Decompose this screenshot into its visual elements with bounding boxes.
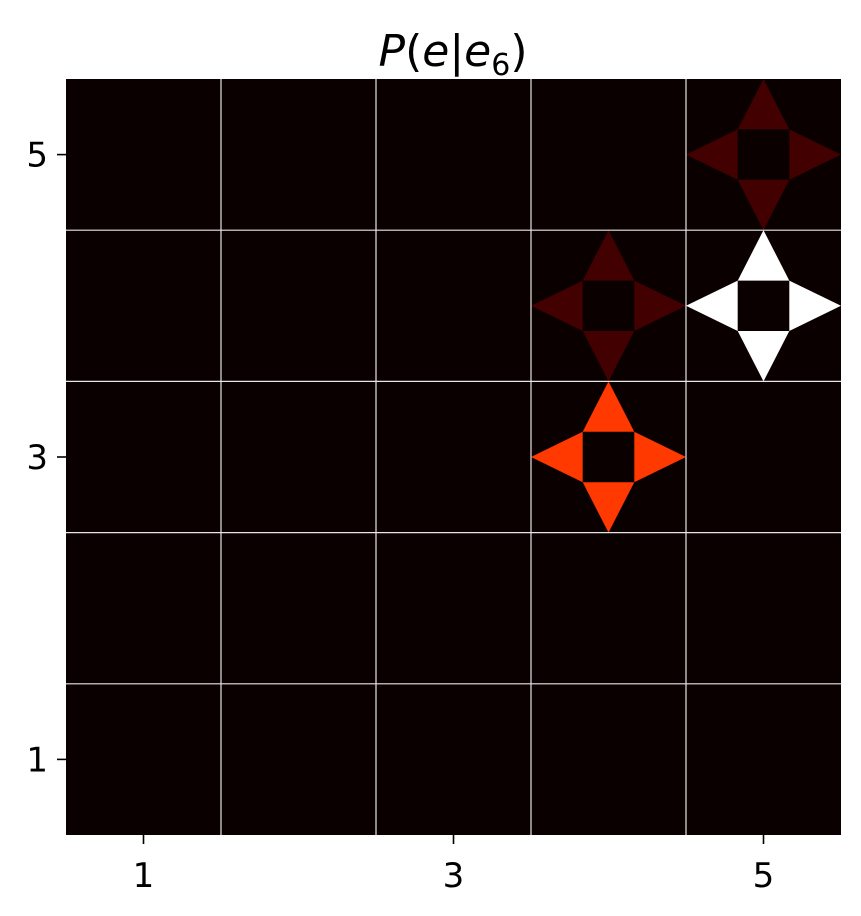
cell-4-4-left-triangle — [531, 280, 583, 331]
y-tick-label: 1 — [26, 740, 48, 780]
cell-4-4-right-triangle — [634, 280, 686, 331]
cell-markers — [531, 79, 841, 533]
cell-5-4-down-triangle — [737, 331, 790, 382]
y-tick-label: 3 — [26, 438, 48, 478]
x-tick-label: 5 — [753, 856, 775, 896]
cell-4-3-right-triangle — [634, 431, 686, 483]
axes: 1 3 5 1 3 5 — [26, 136, 774, 896]
cell-5-5-left-triangle — [686, 129, 738, 180]
x-tick-label: 3 — [443, 856, 465, 896]
cell-5-4-up-triangle — [737, 230, 790, 281]
cell-4-3-up-triangle — [582, 381, 635, 432]
y-tick-label: 5 — [26, 136, 48, 176]
plot-area — [66, 79, 841, 835]
cell-5-4-right-triangle — [789, 280, 841, 331]
cell-5-5-down-triangle — [737, 179, 790, 231]
x-tick-label: 1 — [133, 856, 155, 896]
grid-lines — [66, 79, 841, 835]
cell-4-4-down-triangle — [582, 331, 635, 382]
cell-4-3-left-triangle — [531, 431, 583, 483]
cell-5-5-right-triangle — [789, 129, 841, 180]
cell-5-4-left-triangle — [686, 280, 738, 331]
cell-5-5-up-triangle — [737, 79, 790, 130]
cell-4-3-down-triangle — [582, 482, 635, 533]
cell-4-4-up-triangle — [582, 230, 635, 281]
chart-title: P(e|e6) — [379, 26, 528, 83]
